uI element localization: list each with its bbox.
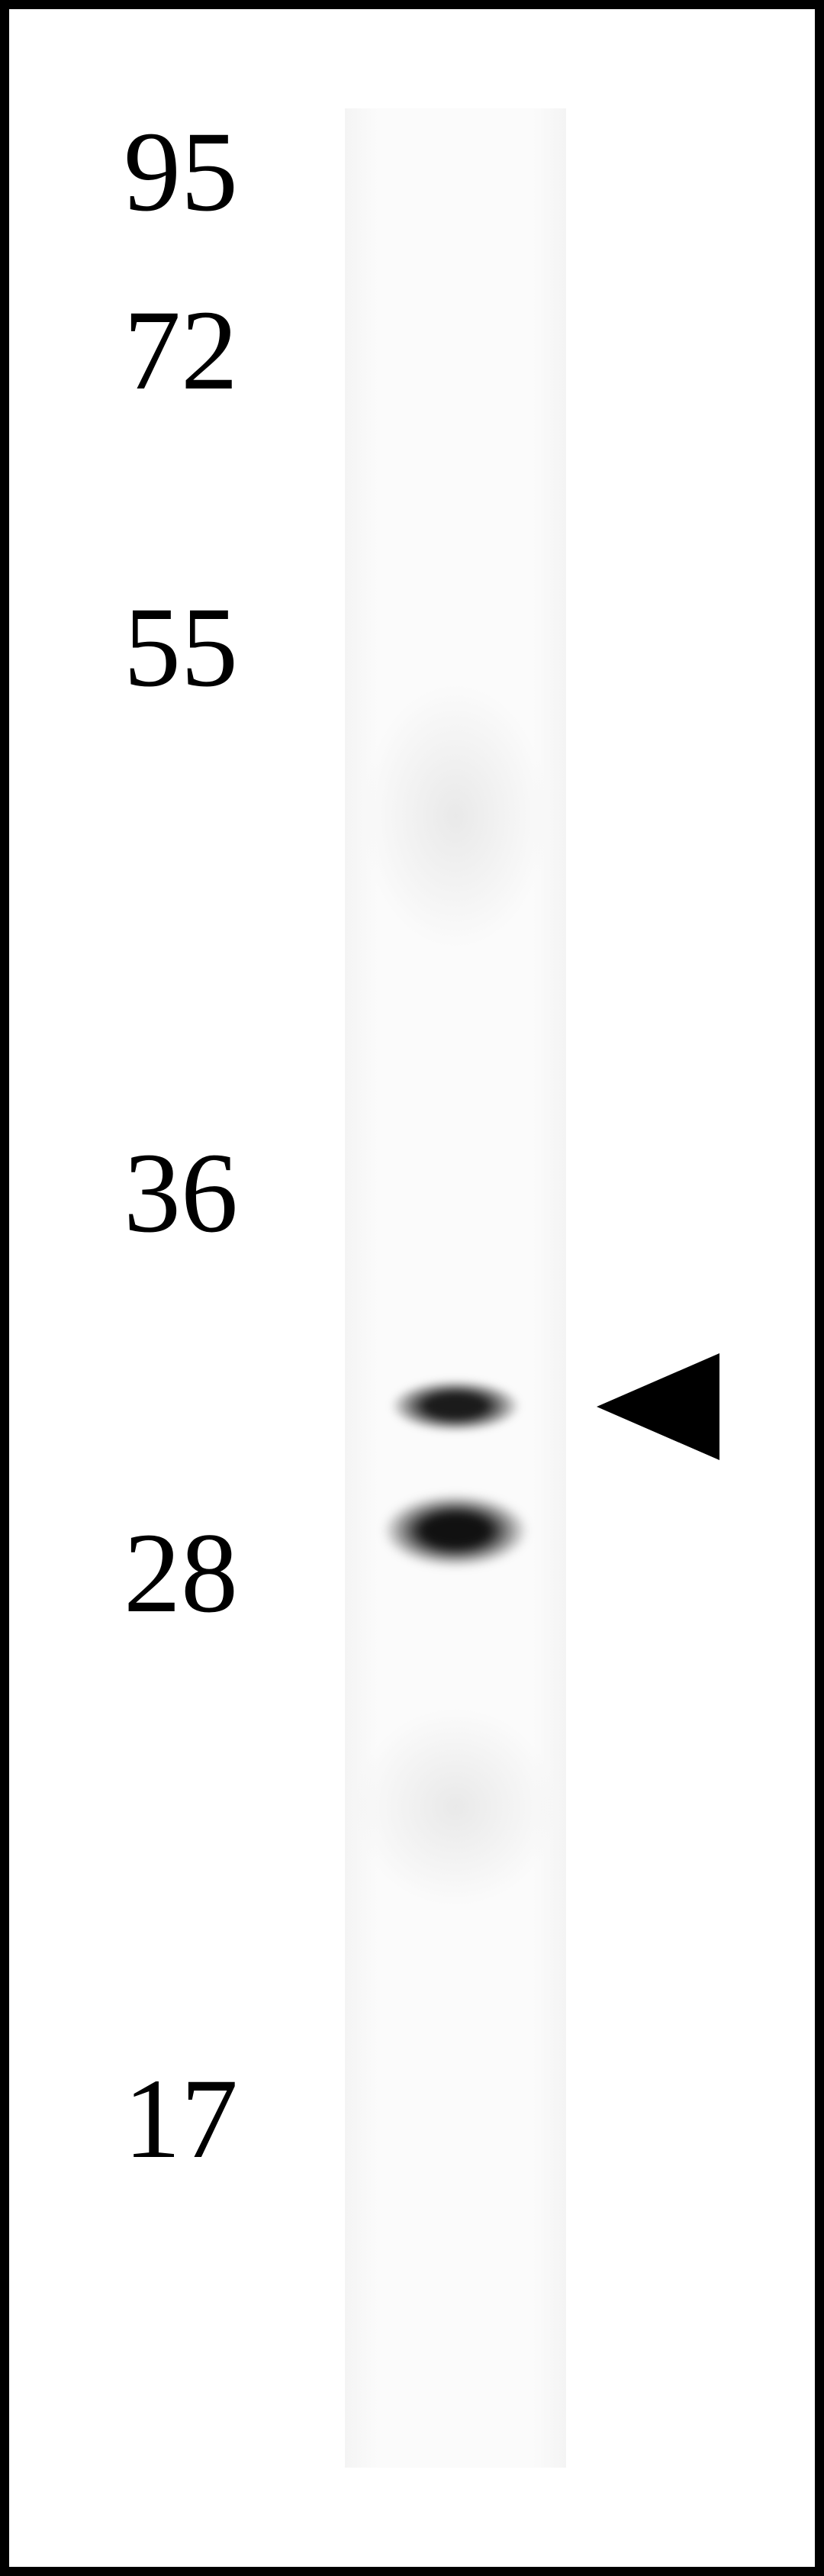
mw-label-17: 17 [70,2062,238,2176]
blot-container: 95 72 55 36 28 17 [9,101,815,2475]
mw-label-95: 95 [70,114,238,229]
upper-band [391,1380,520,1432]
mw-label-28: 28 [70,1516,238,1630]
lane-membrane [345,108,566,2468]
mw-label-36: 36 [70,1136,238,1250]
mw-label-72: 72 [70,293,238,408]
figure-area: 95 72 55 36 28 17 [9,9,815,2567]
figure-frame: 95 72 55 36 28 17 [0,0,824,2576]
mw-ladder: 95 72 55 36 28 17 [70,101,269,2475]
blot-lane [345,108,566,2468]
target-arrow-icon [597,1353,719,1460]
lower-band [383,1494,528,1567]
mw-label-55: 55 [70,590,238,704]
